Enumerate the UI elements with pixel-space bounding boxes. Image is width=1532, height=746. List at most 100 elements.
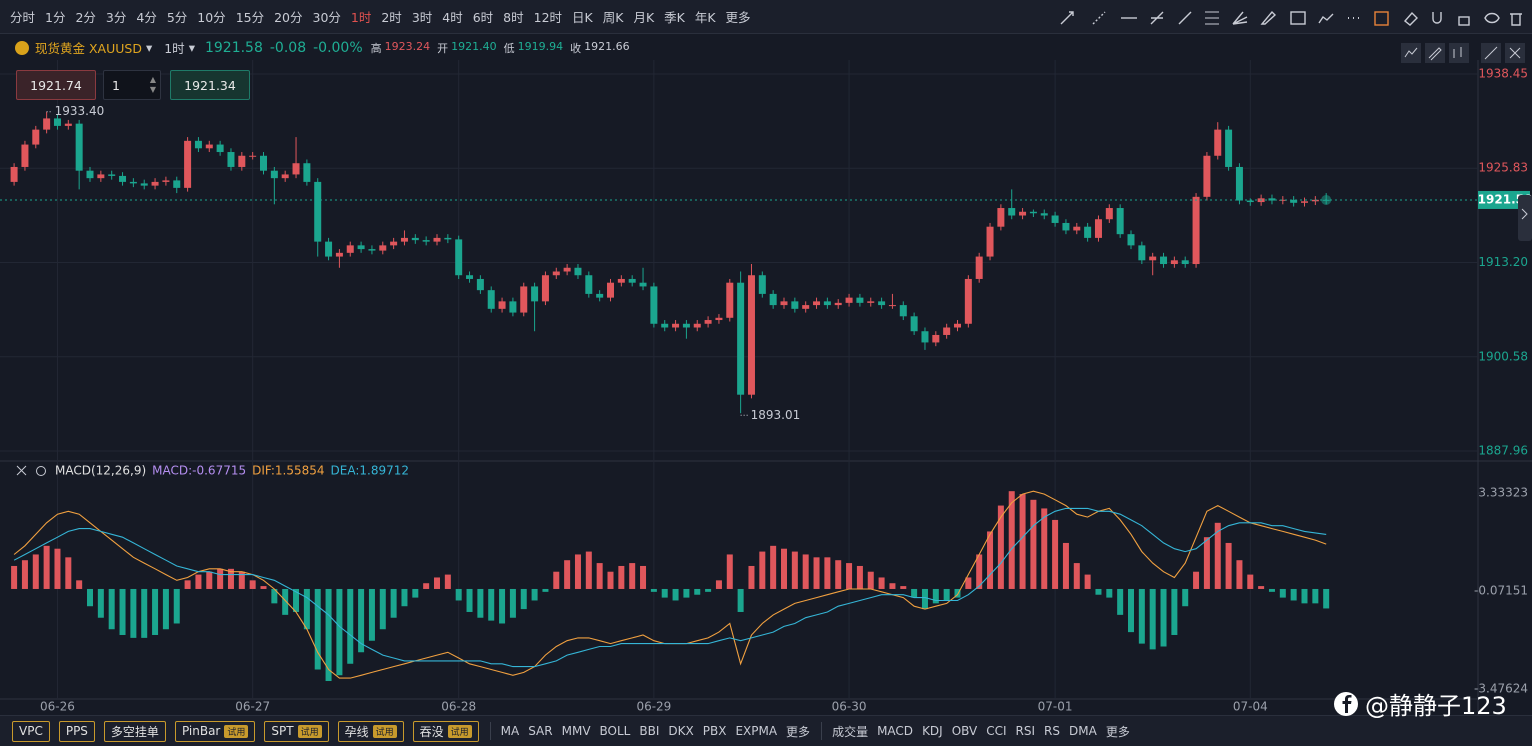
interval-button[interactable]: 1时 — [350, 10, 372, 25]
interval-button[interactable]: 年K — [694, 10, 716, 25]
candle-body — [422, 240, 430, 242]
macd-bar — [423, 583, 430, 589]
interval-button[interactable]: 3时 — [411, 10, 433, 25]
main-indicator[interactable]: 更多 — [786, 724, 811, 739]
candle-body — [1311, 199, 1319, 202]
pattern-button[interactable]: PinBar 试用 — [174, 720, 256, 742]
interval-button[interactable]: 3分 — [105, 10, 127, 25]
candle-body — [1203, 155, 1211, 197]
dropdown-caret[interactable]: ▾ — [145, 40, 153, 55]
sub-indicator[interactable]: RS — [1044, 724, 1061, 738]
interval-button[interactable]: 月K — [633, 10, 655, 25]
macd-bar — [802, 554, 809, 589]
interval-button[interactable]: 1分 — [45, 10, 66, 25]
pattern-button[interactable]: VPC — [12, 720, 50, 742]
separator — [489, 722, 491, 740]
pattern-label: 多空挂单 — [110, 724, 159, 739]
interval-button[interactable]: 4分 — [136, 10, 157, 25]
candle-body — [1192, 196, 1200, 265]
candle-body — [1246, 200, 1254, 203]
main-indicator[interactable]: MA — [500, 724, 520, 738]
interval-button[interactable]: 20分 — [274, 10, 303, 25]
trial-badge: 试用 — [447, 724, 472, 738]
candle-body — [32, 129, 40, 145]
candle-body — [216, 144, 224, 153]
macd-bar — [434, 577, 441, 589]
macd-bar — [770, 545, 777, 589]
interval-button[interactable]: 5分 — [166, 10, 188, 25]
main-indicator[interactable]: BOLL — [599, 724, 631, 738]
candle-body — [1138, 245, 1146, 261]
macd-bar — [173, 588, 180, 624]
macd-bar — [1268, 588, 1275, 592]
sub-indicator[interactable]: OBV — [951, 724, 978, 738]
pattern-button[interactable]: 吞没 试用 — [412, 720, 479, 742]
macd-bar — [889, 583, 896, 589]
candle-body — [260, 155, 268, 171]
candle-body — [541, 275, 549, 302]
sub-indicator[interactable]: DMA — [1069, 724, 1097, 738]
macd-bar — [141, 588, 148, 638]
macd-bar — [412, 588, 419, 598]
macd-bar — [791, 551, 798, 589]
interval-button[interactable]: 12时 — [533, 10, 563, 25]
scroll-handle — [1518, 195, 1532, 241]
dropdown-caret[interactable]: ▾ — [188, 40, 195, 55]
macd-line — [13, 507, 1327, 668]
symbol-name[interactable]: 现货黄金 XAUUSD — [35, 41, 142, 56]
candle-body — [379, 245, 387, 251]
macd-bar — [1290, 588, 1297, 601]
main-indicator[interactable]: PBX — [702, 724, 727, 738]
pattern-button[interactable]: 多空挂单 — [103, 720, 166, 742]
interval-button[interactable]: 2分 — [75, 10, 96, 25]
candle-body — [617, 278, 625, 283]
quantity-input[interactable]: 1 ▲ ▼ — [103, 70, 161, 100]
macd-bar — [759, 551, 766, 589]
pattern-button[interactable]: PPS — [58, 720, 95, 742]
pattern-button[interactable]: SPT 试用 — [264, 720, 329, 742]
sub-indicator[interactable]: CCI — [986, 724, 1007, 738]
sub-indicator[interactable]: RSI — [1015, 724, 1036, 738]
spinner[interactable]: ▲ ▼ — [149, 75, 156, 94]
macd-bar — [249, 580, 256, 589]
main-indicator[interactable]: EXPMA — [735, 724, 778, 738]
pattern-button[interactable]: 孕线 试用 — [337, 720, 404, 742]
sub-indicator[interactable]: KDJ — [922, 724, 943, 738]
candle-body — [791, 301, 799, 309]
buy-button[interactable]: 1921.34 — [170, 70, 250, 100]
last-price-box — [1478, 190, 1530, 209]
main-indicator[interactable]: BBI — [639, 724, 660, 738]
interval[interactable]: 1时 — [164, 41, 185, 56]
candle-body — [574, 267, 582, 276]
sub-indicator[interactable]: 成交量 — [832, 724, 869, 739]
candle-body — [1170, 260, 1178, 265]
macd-bar — [54, 548, 61, 589]
candle-body — [1019, 211, 1027, 216]
macd-bar — [11, 565, 18, 589]
sell-button[interactable]: 1921.74 — [16, 70, 96, 100]
candle-body — [184, 140, 192, 188]
sub-indicator[interactable]: MACD — [877, 724, 914, 738]
interval-button[interactable]: 10分 — [197, 10, 226, 25]
main-indicator[interactable]: MMV — [561, 724, 591, 738]
candle-body — [162, 180, 170, 182]
sub-indicator[interactable]: 更多 — [1105, 724, 1130, 739]
candle-body — [715, 317, 723, 321]
main-indicator[interactable]: DKX — [668, 724, 694, 738]
interval-button[interactable]: 周K — [602, 10, 624, 25]
macd-bar — [21, 560, 28, 589]
interval-button[interactable]: 15分 — [235, 10, 265, 25]
interval-button[interactable]: 分时 — [10, 10, 36, 25]
interval-button[interactable]: 更多 — [725, 10, 751, 25]
candle-body — [173, 180, 181, 188]
interval-button[interactable]: 季K — [664, 10, 685, 25]
interval-button[interactable]: 6时 — [472, 10, 494, 25]
interval-button[interactable]: 8时 — [503, 10, 524, 25]
main-indicator[interactable]: SAR — [528, 724, 553, 738]
interval-button[interactable]: 30分 — [312, 10, 341, 25]
candle-body — [856, 297, 864, 303]
interval-button[interactable]: 4时 — [442, 10, 463, 25]
interval-button[interactable]: 日K — [572, 10, 593, 25]
macd-bar — [43, 545, 50, 589]
interval-button[interactable]: 2时 — [381, 10, 402, 25]
